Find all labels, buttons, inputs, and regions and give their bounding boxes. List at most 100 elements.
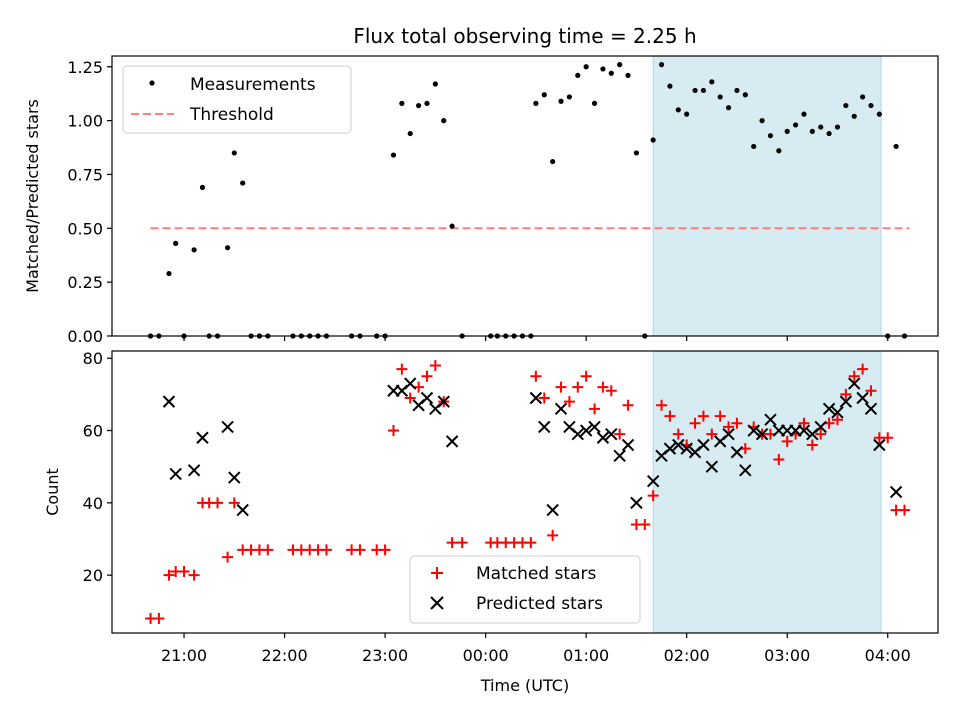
measurements-point <box>625 72 631 78</box>
predicted-stars-point <box>579 424 593 437</box>
x-tick-label: 22:00 <box>262 646 308 665</box>
predicted-stars-point <box>169 467 182 481</box>
measurements-point <box>759 118 765 124</box>
measurements-point <box>541 92 547 98</box>
predicted-stars-point <box>739 464 752 477</box>
matched-stars-point <box>723 421 735 433</box>
y-tick-label: 0.50 <box>67 219 103 238</box>
measurements-point <box>843 102 849 109</box>
measurements-point <box>225 245 231 251</box>
matched-stars-point <box>429 359 441 371</box>
measurements-point <box>717 94 723 100</box>
bottom-x-ticks: 21:00 22:00 23:00 00:00 01:00 02:00 03:00 04:00 <box>161 633 911 665</box>
measurements-point <box>650 137 656 143</box>
matched-stars-point <box>831 414 843 426</box>
predicted-stars-point <box>873 438 886 452</box>
matched-stars-point <box>706 428 718 440</box>
top-x-ticks <box>183 336 889 341</box>
measurements-point <box>658 62 665 68</box>
top-y-ticks: 0.00 0.25 0.50 0.75 1.00 1.25 <box>67 58 112 346</box>
y-tick-label: 60 <box>83 422 103 441</box>
measurements-point <box>742 92 748 98</box>
matched-stars-point <box>605 385 617 397</box>
predicted-stars-point <box>605 427 618 441</box>
measurements-point <box>684 111 690 117</box>
measurements-point <box>399 100 405 106</box>
matched-stars-point <box>563 396 575 408</box>
measurements-point <box>407 130 413 137</box>
measurements-point <box>784 128 790 134</box>
predicted-stars-point <box>856 391 869 405</box>
x-axis-label: Time (UTC) <box>480 676 569 695</box>
predicted-stars-point <box>554 402 568 416</box>
predicted-stars-point <box>755 427 769 441</box>
matched-stars-point <box>647 490 659 502</box>
predicted-stars-point <box>797 424 811 437</box>
measurements-point <box>424 100 430 106</box>
matched-stars-point <box>320 544 332 556</box>
measurements-point <box>709 79 715 85</box>
predicted-stars-point <box>764 413 777 426</box>
predicted-stars-point <box>228 471 241 484</box>
predicted-stars-point <box>613 449 626 463</box>
matched-stars-point <box>354 544 366 556</box>
predicted-stars-point <box>672 438 685 452</box>
chart-title: Flux total observing time = 2.25 h <box>353 24 696 48</box>
matched-stars-point <box>781 435 793 447</box>
measurements-point <box>734 87 740 94</box>
predicted-stars-point <box>196 431 209 444</box>
matched-legend-label: Matched stars <box>476 564 596 584</box>
predicted-stars-point <box>571 427 584 441</box>
predicted-stars-point <box>814 420 827 434</box>
measurements-point <box>792 122 799 128</box>
x-tick-label: 00:00 <box>463 646 509 665</box>
matched-stars-point <box>865 385 877 397</box>
measurements-point <box>173 240 179 246</box>
predicted-stars-point <box>437 395 450 408</box>
predicted-legend-label: Predicted stars <box>476 594 603 614</box>
matched-stars-point <box>697 410 709 422</box>
matched-stars-point <box>456 537 468 549</box>
measurements-point <box>860 94 866 100</box>
matched-stars-point <box>898 504 910 516</box>
y-tick-label: 0.00 <box>67 327 103 346</box>
y-tick-label: 40 <box>83 494 103 513</box>
top-axes-frame <box>111 55 939 337</box>
measurements-point <box>809 128 815 134</box>
predicted-stars-point <box>187 464 201 477</box>
predicted-stars-point <box>630 496 643 510</box>
matched-stars-point <box>622 399 634 411</box>
predicted-stars-point <box>646 474 660 488</box>
measurements-point <box>700 87 707 94</box>
y-tick-label: 1.00 <box>67 112 103 131</box>
measurements-point <box>591 100 598 106</box>
matched-stars-point <box>525 537 537 549</box>
measurements-legend-marker <box>149 80 155 86</box>
predicted-stars-point <box>162 395 176 408</box>
matched-stars-point <box>672 428 684 440</box>
measurements-point <box>893 143 899 150</box>
measurements-point <box>166 270 172 277</box>
x-tick-label: 23:00 <box>362 646 408 665</box>
bottom-legend-box <box>409 555 641 624</box>
bottom-legend: Matched stars Predicted stars <box>409 555 641 624</box>
bottom-axes-frame <box>111 350 939 634</box>
measurements-point <box>240 180 246 186</box>
measurements-point <box>633 150 640 156</box>
y-tick-label: 20 <box>83 566 103 585</box>
top-legend-box <box>122 65 352 134</box>
matched-stars-point <box>530 370 542 382</box>
predicted-stars-point <box>445 435 459 448</box>
measurements-point <box>416 102 422 109</box>
measurements-point <box>432 81 438 87</box>
measurements-point <box>390 152 397 158</box>
matched-stars-point <box>396 363 408 375</box>
measurements-point <box>692 87 698 94</box>
matched-stars-point <box>228 497 240 509</box>
measurements-point <box>826 130 832 137</box>
matched-stars-point <box>262 544 274 556</box>
predicted-stars-point <box>722 427 735 441</box>
matched-stars-point <box>589 403 601 415</box>
matched-stars-point <box>379 544 391 556</box>
